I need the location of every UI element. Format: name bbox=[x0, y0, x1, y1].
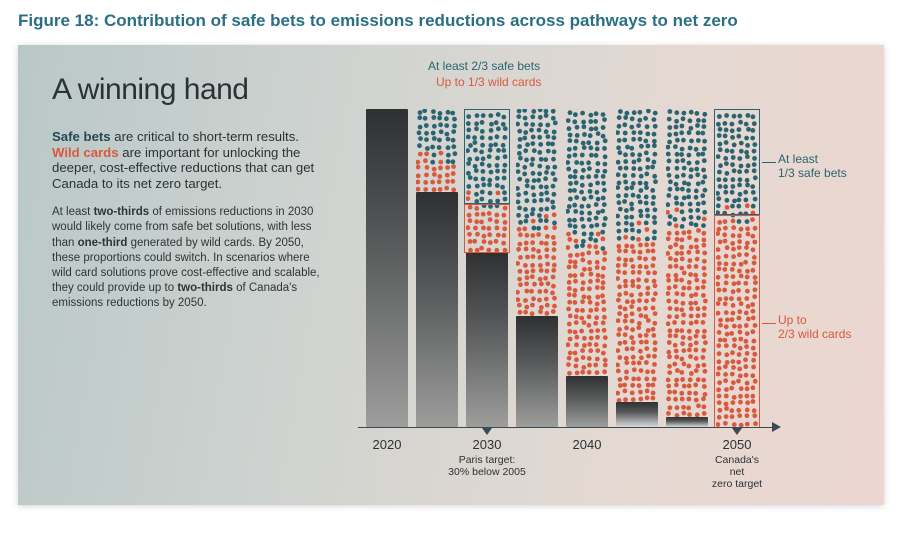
x-tick-sublabel: Paris target:30% below 2005 bbox=[448, 454, 526, 478]
figure-title: Figure 18: Contribution of safe bets to … bbox=[18, 10, 884, 33]
headline: A winning hand bbox=[52, 73, 322, 107]
reduction-bar bbox=[716, 109, 758, 427]
annotation-safe-right: At least1/3 safe bets bbox=[778, 152, 847, 181]
bars-region: Net greenhouse gas emissions bbox=[358, 109, 778, 427]
x-tick-label: 2020 bbox=[373, 437, 402, 452]
emissions-bar bbox=[416, 192, 458, 427]
reduction-bar bbox=[566, 109, 608, 376]
emissions-bar bbox=[516, 316, 558, 427]
tick-marker-icon bbox=[482, 428, 492, 435]
emissions-bar bbox=[616, 402, 658, 427]
x-tick-label: 2050 bbox=[723, 437, 752, 452]
reduction-bar bbox=[466, 109, 508, 252]
x-tick-label: 2030 bbox=[473, 437, 502, 452]
emissions-bar: Net greenhouse gas emissions bbox=[366, 109, 408, 427]
text-column: A winning hand Safe bets are critical to… bbox=[52, 73, 322, 312]
reduction-bar bbox=[616, 109, 658, 402]
legend-wild-cards: Up to 1/3 wild cards bbox=[436, 75, 541, 90]
bar-chart: At least 2/3 safe bets Up to 1/3 wild ca… bbox=[358, 59, 868, 489]
x-axis-line bbox=[358, 427, 776, 428]
infographic-panel: A winning hand Safe bets are critical to… bbox=[18, 45, 884, 505]
x-tick-sublabel: Canada's netzero target bbox=[712, 454, 763, 490]
x-axis-arrow-icon bbox=[772, 422, 781, 432]
annotation-safe-line bbox=[762, 162, 776, 163]
annotation-wild-right: Up to2/3 wild cards bbox=[778, 313, 851, 342]
tick-marker-icon bbox=[732, 428, 742, 435]
reduction-bar bbox=[666, 109, 708, 417]
reduction-bar bbox=[416, 109, 458, 192]
annotation-wild-line bbox=[762, 323, 776, 324]
x-tick-label: 2040 bbox=[573, 437, 602, 452]
emissions-bar bbox=[466, 252, 508, 427]
body-paragraph: At least two-thirds of emissions reducti… bbox=[52, 205, 322, 311]
reduction-bar bbox=[516, 109, 558, 316]
emissions-bar bbox=[666, 417, 708, 427]
emissions-bar bbox=[566, 376, 608, 427]
x-axis: 2020 2030 Paris target:30% below 2005 2040 2… bbox=[358, 427, 788, 487]
legend-safe-bets: At least 2/3 safe bets bbox=[428, 59, 540, 74]
lead-paragraph: Safe bets are critical to short-term res… bbox=[52, 129, 322, 191]
